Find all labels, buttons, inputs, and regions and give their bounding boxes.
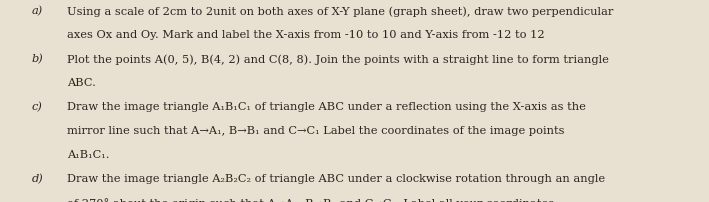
Text: mirror line such that A→A₁, B→B₁ and C→C₁ Label the coordinates of the image poi: mirror line such that A→A₁, B→B₁ and C→C… bbox=[67, 125, 565, 135]
Text: b): b) bbox=[32, 54, 44, 64]
Text: Draw the image triangle A₂B₂C₂ of triangle ABC under a clockwise rotation throug: Draw the image triangle A₂B₂C₂ of triang… bbox=[67, 173, 605, 183]
Text: Using a scale of 2cm to 2unit on both axes of X-Y plane (graph sheet), draw two : Using a scale of 2cm to 2unit on both ax… bbox=[67, 6, 614, 17]
Text: A₁B₁C₁.: A₁B₁C₁. bbox=[67, 149, 110, 159]
Text: d): d) bbox=[32, 173, 44, 183]
Text: ABC.: ABC. bbox=[67, 78, 96, 87]
Text: Draw the image triangle A₁B₁C₁ of triangle ABC under a reflection using the X-ax: Draw the image triangle A₁B₁C₁ of triang… bbox=[67, 101, 586, 111]
Text: a): a) bbox=[32, 6, 43, 16]
Text: axes Ox and Oy. Mark and label the X-axis from -10 to 10 and Y-axis from -12 to : axes Ox and Oy. Mark and label the X-axi… bbox=[67, 30, 545, 40]
Text: Plot the points A(0, 5), B(4, 2) and C(8, 8). Join the points with a straight li: Plot the points A(0, 5), B(4, 2) and C(8… bbox=[67, 54, 609, 64]
Text: of 270° about the origin such that A→A₂, B→B₂ and C→C₂. Label all your coordinat: of 270° about the origin such that A→A₂,… bbox=[67, 197, 558, 202]
Text: c): c) bbox=[32, 101, 43, 112]
